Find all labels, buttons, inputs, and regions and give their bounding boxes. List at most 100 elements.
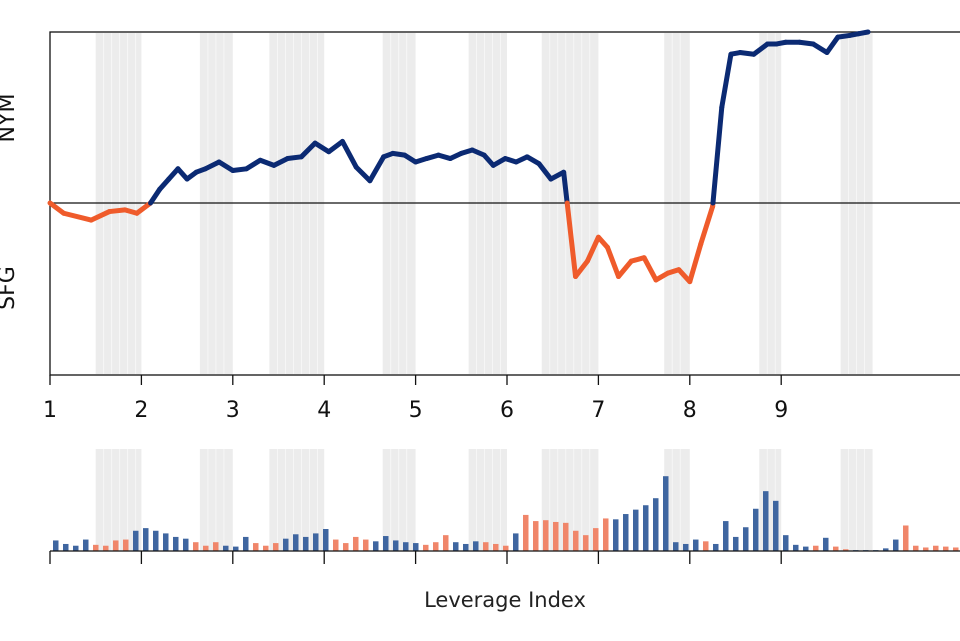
x-tick-label: 6 bbox=[500, 398, 514, 423]
leverage-bar bbox=[953, 547, 959, 551]
win-probability-segment bbox=[573, 258, 590, 280]
leverage-bar bbox=[203, 545, 209, 551]
leverage-bar bbox=[103, 545, 109, 551]
leverage-bar bbox=[763, 491, 769, 551]
leverage-bar bbox=[603, 518, 609, 551]
win-probability-segment bbox=[856, 29, 871, 37]
leverage-bar bbox=[923, 547, 929, 551]
leverage-bar bbox=[663, 476, 669, 551]
leverage-bar bbox=[123, 539, 129, 551]
win-probability-segment bbox=[148, 186, 163, 206]
leverage-bar bbox=[713, 543, 719, 551]
leverage-bar bbox=[373, 541, 379, 551]
win-probability-segment bbox=[751, 41, 770, 57]
leverage-bar bbox=[643, 505, 649, 551]
leverage-bar bbox=[703, 541, 709, 551]
leverage-bar bbox=[73, 545, 79, 551]
leverage-bar bbox=[693, 539, 699, 551]
win-probability-series bbox=[47, 29, 871, 285]
leverage-bar bbox=[63, 543, 69, 551]
x-axis-ticks-bottom bbox=[49, 551, 782, 564]
leverage-bar bbox=[903, 525, 909, 551]
win-probability-segment bbox=[536, 161, 554, 182]
leverage-bar bbox=[433, 542, 439, 551]
leverage-bar bbox=[533, 521, 539, 551]
win-probability-segment bbox=[106, 207, 128, 215]
win-probability-segment bbox=[326, 138, 345, 155]
leverage-bar bbox=[553, 521, 559, 551]
leverage-bar bbox=[93, 544, 99, 551]
x-tick-label: 7 bbox=[591, 398, 605, 423]
leverage-bar bbox=[133, 530, 139, 551]
win-probability-segment bbox=[47, 200, 67, 216]
x-tick-label: 2 bbox=[134, 398, 148, 423]
win-probability-segment bbox=[61, 210, 94, 223]
win-probability-segment bbox=[202, 159, 222, 172]
inning-shade-bottom-4 bbox=[468, 449, 507, 551]
win-probability-segment bbox=[312, 140, 332, 155]
leverage-bar bbox=[493, 543, 499, 551]
x-tick-label: 4 bbox=[317, 398, 331, 423]
leverage-bar bbox=[353, 536, 359, 551]
win-probability-segment bbox=[687, 241, 704, 285]
leverage-bar bbox=[153, 530, 159, 551]
inning-shade-bottom-1 bbox=[199, 449, 233, 551]
leverage-bar bbox=[593, 528, 599, 551]
leverage-bar bbox=[743, 527, 749, 551]
leverage-bar bbox=[613, 519, 619, 551]
win-probability-segment bbox=[584, 234, 601, 264]
leverage-bar bbox=[913, 545, 919, 551]
x-axis-ticks-top: 1 2 3 4 5 6 7 8 9 bbox=[43, 375, 788, 423]
leverage-bar bbox=[223, 545, 229, 551]
win-probability-segment bbox=[719, 51, 734, 110]
leverage-bar bbox=[653, 498, 659, 551]
leverage-bar bbox=[633, 509, 639, 551]
inning-shading-bottom bbox=[95, 449, 873, 551]
win-probability-segment bbox=[298, 140, 318, 160]
leverage-bar bbox=[843, 549, 849, 551]
leverage-bar bbox=[623, 514, 629, 551]
leverage-bar bbox=[723, 521, 729, 551]
leverage-bar bbox=[813, 545, 819, 551]
leverage-bar bbox=[463, 543, 469, 551]
leverage-bar bbox=[233, 546, 239, 551]
y-label-bottom-team: SFG bbox=[0, 266, 20, 310]
win-probability-segment bbox=[561, 169, 570, 206]
leverage-bar bbox=[323, 529, 329, 551]
win-probability-segment bbox=[564, 200, 579, 280]
leverage-bar bbox=[733, 536, 739, 551]
win-probability-segment bbox=[216, 159, 236, 174]
win-probability-segment bbox=[810, 41, 830, 56]
leverage-bar bbox=[333, 539, 339, 551]
leverage-bar bbox=[313, 533, 319, 551]
leverage-bar bbox=[263, 545, 269, 551]
leverage-bar bbox=[193, 542, 199, 551]
x-tick-label: 5 bbox=[409, 398, 423, 423]
leverage-bar bbox=[83, 539, 89, 551]
leverage-bar bbox=[163, 533, 169, 551]
leverage-bar bbox=[753, 508, 759, 551]
leverage-bar bbox=[173, 536, 179, 551]
leverage-bar bbox=[303, 536, 309, 551]
leverage-bar bbox=[183, 538, 189, 551]
leverage-bar bbox=[443, 535, 449, 551]
leverage-bar bbox=[343, 543, 349, 551]
leverage-bar bbox=[53, 540, 59, 551]
leverage-bar bbox=[243, 536, 249, 551]
leverage-bar bbox=[363, 539, 369, 551]
win-probability-segment bbox=[353, 164, 373, 184]
inning-shade-bottom-3 bbox=[382, 449, 416, 551]
leverage-bar bbox=[483, 542, 489, 551]
win-probability-segment bbox=[88, 209, 112, 223]
leverage-bar bbox=[523, 514, 529, 551]
x-tick-label: 1 bbox=[43, 398, 57, 423]
x-tick-label: 9 bbox=[774, 398, 788, 423]
inning-shade-bottom-5 bbox=[541, 449, 599, 551]
x-axis-title: Leverage Index bbox=[424, 588, 586, 612]
leverage-bar bbox=[783, 535, 789, 551]
y-label-top-team: NYM bbox=[0, 94, 20, 143]
win-probability-segment bbox=[616, 258, 634, 280]
x-tick-label: 8 bbox=[683, 398, 697, 423]
leverage-bar bbox=[583, 535, 589, 551]
